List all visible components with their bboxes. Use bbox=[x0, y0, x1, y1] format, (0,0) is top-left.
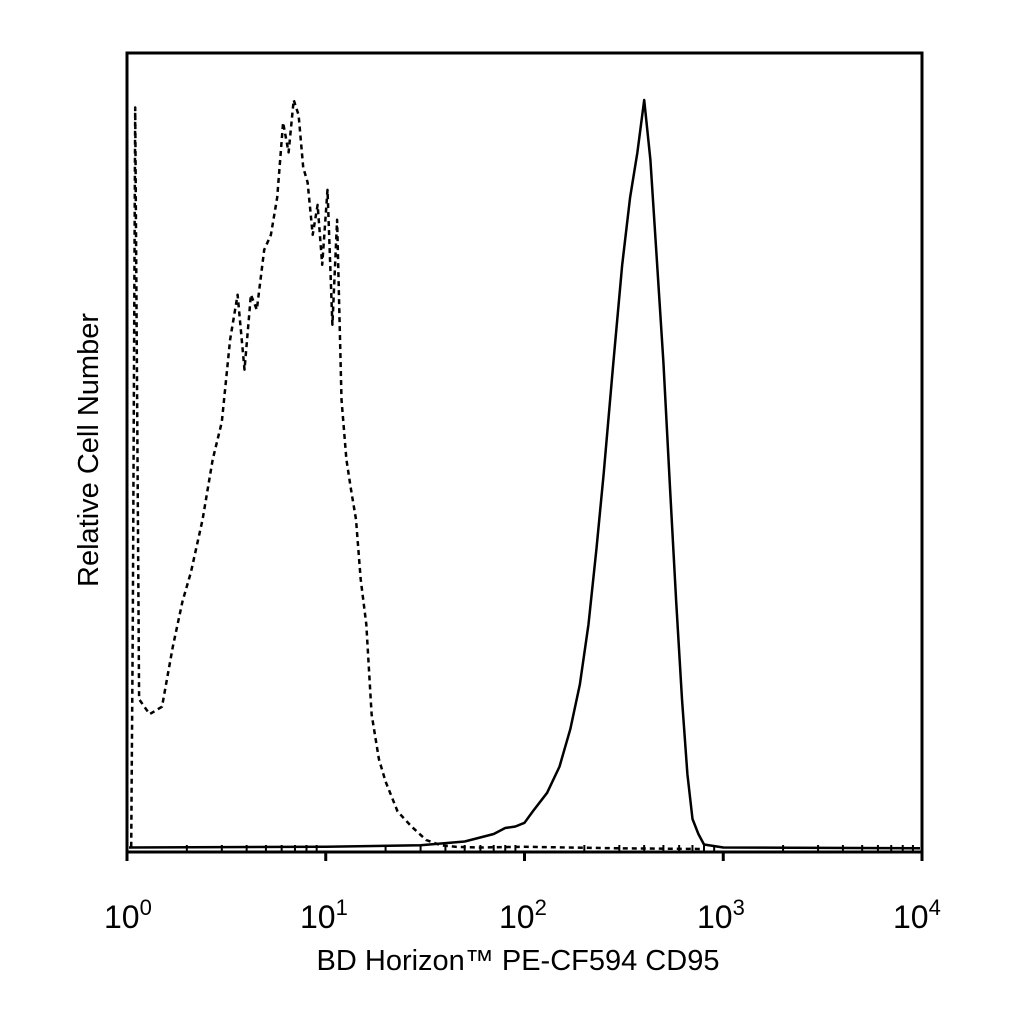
series-line-solid bbox=[128, 98, 921, 850]
x-tick-label-1: 101 bbox=[300, 895, 348, 935]
y-axis-title: Relative Cell Number bbox=[73, 313, 105, 587]
x-axis-title: BD Horizon™ PE-CF594 CD95 bbox=[317, 945, 720, 977]
x-major-ticks bbox=[125, 852, 924, 861]
series-line-dashed bbox=[129, 98, 705, 851]
x-tick-label-3: 103 bbox=[697, 895, 745, 935]
x-tick-label-4: 104 bbox=[893, 895, 941, 935]
series-layer bbox=[128, 98, 921, 851]
x-tick-label-0: 100 bbox=[104, 895, 152, 935]
x-tick-label-2: 102 bbox=[499, 895, 547, 935]
plot-frame bbox=[125, 51, 924, 854]
